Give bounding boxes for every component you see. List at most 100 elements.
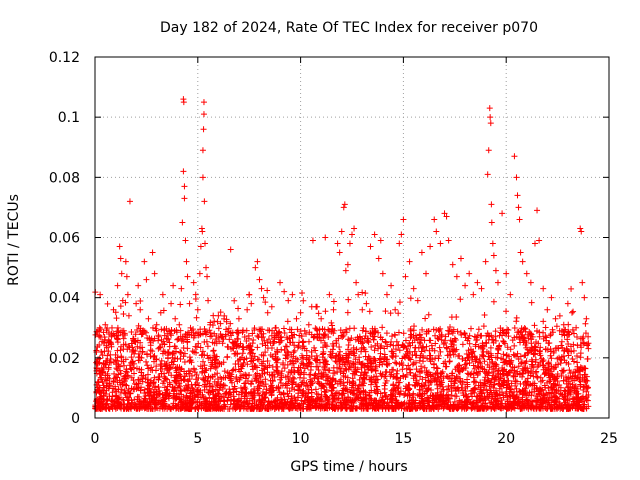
band-point [467,325,474,332]
band-point [249,330,256,337]
band-point [235,336,242,343]
band-point [565,328,572,335]
band-point [440,341,447,348]
band-point [577,371,584,378]
band-point [242,379,249,386]
band-point [224,369,231,376]
band-point [182,397,189,404]
band-point [230,345,237,352]
data-point [578,228,585,235]
band-point [236,356,243,363]
band-point [507,393,514,400]
band-point [444,352,451,359]
band-point [259,370,266,377]
band-point [101,384,108,391]
data-point [513,174,520,181]
band-point [416,391,423,398]
band-point [466,332,473,339]
band-point [403,365,410,372]
band-point [463,393,470,400]
band-point [147,389,154,396]
data-point [129,348,136,355]
band-point [134,327,141,334]
band-point [447,337,454,344]
band-point [511,395,518,402]
band-point [198,401,205,408]
band-point [138,354,145,361]
band-point [200,376,207,383]
data-point [183,258,190,265]
band-point [338,403,345,410]
band-point [435,352,442,359]
band-point [557,360,564,367]
band-point [125,343,132,350]
band-point [258,351,265,358]
data-point [258,285,265,292]
band-point [547,348,554,355]
band-point [429,395,436,402]
band-point [349,360,356,367]
data-point [268,303,275,310]
band-point [407,327,414,334]
band-point [382,308,389,315]
band-point [271,369,278,376]
band-point [329,381,336,388]
band-point [455,362,462,369]
band-point [366,393,373,400]
band-point [291,347,298,354]
band-point [395,310,402,317]
band-point [128,374,135,381]
data-point [449,261,456,268]
band-point [106,383,113,390]
band-point [195,382,202,389]
data-point [246,291,253,298]
band-point [447,324,454,331]
band-point [513,314,520,321]
band-point [372,342,379,349]
band-point [245,391,252,398]
band-point [117,370,124,377]
band-point [130,402,137,409]
band-point [446,405,453,412]
band-point [471,385,478,392]
band-point [283,352,290,359]
band-point [298,352,305,359]
band-point [430,326,437,333]
band-point [393,375,400,382]
data-point [182,237,189,244]
band-point [166,379,173,386]
data-point [256,276,263,283]
data-point [371,231,378,238]
band-point [164,355,171,362]
band-point [421,347,428,354]
band-point [448,382,455,389]
band-point [420,354,427,361]
data-point [155,333,162,340]
data-point [145,315,152,322]
band-point [343,386,350,393]
data-point [564,300,571,307]
band-point [197,387,204,394]
data-point [147,339,154,346]
band-point [413,335,420,342]
band-point [528,336,535,343]
data-point [215,312,222,319]
data-point [196,270,203,277]
data-point [523,270,530,277]
band-point [362,290,369,297]
band-point [505,333,512,340]
band-point [370,373,377,380]
band-point [453,393,460,400]
band-point [96,355,103,362]
band-point [229,329,236,336]
band-point [462,387,469,394]
band-point [561,396,568,403]
band-point [218,393,225,400]
band-point [142,375,149,382]
band-point [114,336,121,343]
band-point [525,392,532,399]
band-point [187,324,194,331]
band-point [367,357,374,364]
band-point [370,336,377,343]
band-point [262,299,269,306]
